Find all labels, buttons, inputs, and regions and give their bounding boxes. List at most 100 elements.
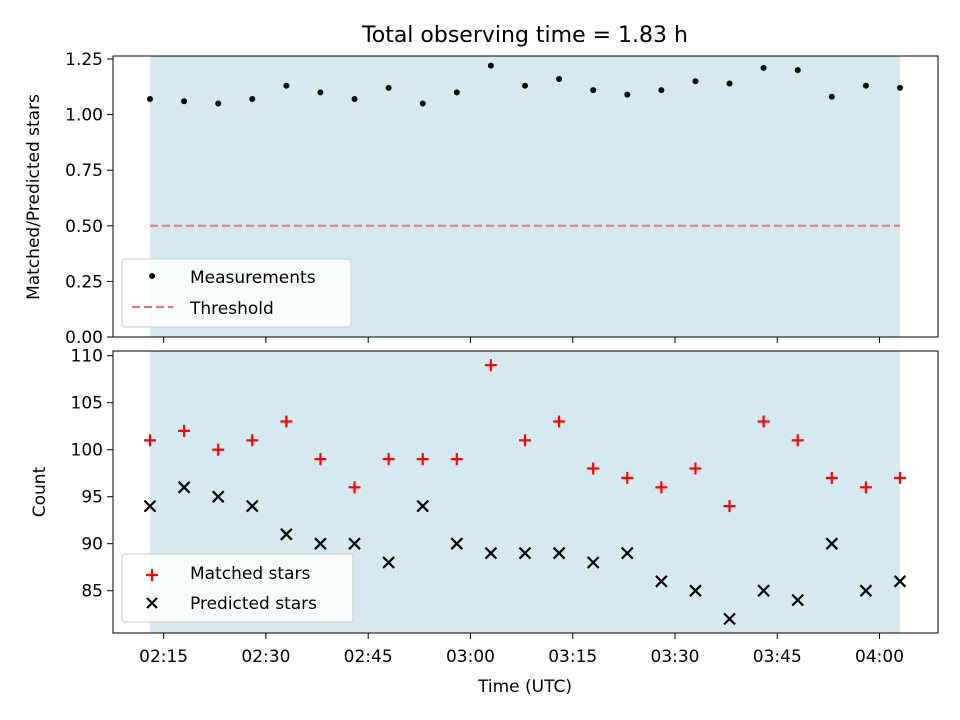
bottom-y-axis-label: Count — [30, 466, 50, 517]
predicted-star-point — [518, 546, 532, 560]
measurement-point — [760, 64, 767, 71]
measurement-point — [726, 80, 733, 87]
matched-star-point — [416, 453, 429, 466]
predicted-star-point — [348, 537, 361, 550]
measurement-point — [897, 84, 903, 91]
predicted-star-point — [450, 537, 464, 550]
measurement-point — [624, 91, 631, 98]
x-tick-label: 02:15 — [139, 647, 188, 667]
predicted-star-point — [245, 499, 259, 513]
measurement-point — [249, 96, 256, 103]
y-tick-label: 0.50 — [65, 217, 103, 237]
matched-star-point — [655, 481, 668, 494]
measurement-point — [522, 82, 528, 89]
y-tick-label: 105 — [71, 394, 103, 414]
predicted-star-point — [211, 490, 225, 503]
legend-measurements-label: Measurements — [190, 268, 316, 288]
matched-star-point — [621, 471, 634, 484]
legend-measurements-marker — [149, 273, 155, 279]
x-tick-label: 04:00 — [855, 647, 904, 667]
measurement-point — [385, 84, 392, 91]
top-axes-frame — [112, 55, 939, 338]
legend-threshold-label: Threshold — [189, 299, 274, 319]
y-tick-label: 85 — [81, 582, 103, 602]
x-tick-label: 03:00 — [446, 647, 495, 667]
matched-star-point — [178, 424, 191, 437]
measurement-point — [590, 87, 597, 94]
measurement-point — [283, 82, 290, 89]
matched-star-point — [382, 453, 395, 466]
predicted-star-point — [314, 537, 327, 550]
top-y-axis-label: Matched/Predicted stars — [24, 94, 44, 300]
matched-star-point — [757, 415, 770, 428]
predicted-star-point — [893, 575, 907, 588]
matched-star-point — [144, 434, 156, 447]
measurement-point — [862, 82, 869, 89]
top-legend: Measurements Threshold — [121, 258, 352, 328]
y-tick-label: 100 — [71, 441, 103, 461]
matched-star-point — [553, 415, 566, 428]
measurement-point — [828, 93, 835, 100]
legend-matched-label: Matched stars — [190, 564, 310, 584]
measurement-point — [215, 100, 222, 107]
y-tick-label: 110 — [71, 347, 103, 367]
y-tick-label: 90 — [81, 535, 103, 555]
x-tick-label: 03:15 — [548, 647, 597, 667]
predicted-star-point — [655, 575, 668, 588]
y-tick-label: 1.25 — [65, 50, 103, 70]
matched-star-point — [791, 434, 804, 447]
x-tick-label: 03:30 — [651, 647, 700, 667]
matched-star-point — [723, 500, 736, 513]
predicted-star-point — [859, 584, 873, 597]
matched-star-point — [859, 481, 872, 494]
top-panel: 0.00 0.25 0.50 0.75 1.00 1.25 Total observing… — [24, 23, 939, 348]
legend-predicted-marker — [146, 597, 158, 609]
predicted-star-point — [280, 528, 293, 541]
predicted-star-point — [586, 556, 600, 569]
measurement-point — [147, 96, 153, 103]
matched-star-point — [212, 443, 225, 456]
predicted-star-point — [416, 499, 430, 513]
legend-matched-marker — [146, 569, 158, 581]
measurement-point — [181, 98, 188, 105]
bottom-axes-frame — [112, 350, 939, 634]
matched-star-point — [825, 471, 838, 484]
measurement-point — [453, 89, 460, 96]
y-tick-label: 0.00 — [65, 328, 103, 348]
matched-star-point — [484, 359, 497, 372]
matched-star-point — [689, 462, 702, 475]
x-tick-label: 02:30 — [241, 647, 290, 667]
legend-predicted-label: Predicted stars — [190, 594, 317, 614]
measurement-point — [556, 76, 563, 83]
matched-star-point — [587, 462, 600, 475]
predicted-star-point — [620, 546, 634, 560]
matched-star-point — [519, 434, 531, 447]
matched-star-point — [894, 471, 906, 484]
matched-star-point — [246, 434, 259, 447]
bottom-panel: 85 90 95 100 105 110 02:15 02:30 02:45 03:00 03:1… — [30, 347, 939, 697]
y-tick-label: 0.75 — [65, 161, 103, 181]
measurement-point — [317, 89, 324, 96]
x-axis-label: Time (UTC) — [477, 677, 572, 697]
bottom-legend: Matched stars Predicted stars — [121, 553, 354, 623]
predicted-star-point — [757, 584, 770, 597]
y-tick-label: 0.25 — [65, 272, 103, 292]
matched-star-point — [348, 481, 361, 494]
predicted-star-point — [552, 546, 566, 560]
predicted-star-point — [143, 499, 157, 513]
x-tick-label: 02:45 — [344, 647, 393, 667]
y-tick-label: 95 — [81, 488, 103, 508]
measurement-point — [487, 62, 494, 69]
predicted-star-point — [177, 481, 191, 494]
predicted-star-point — [723, 612, 736, 626]
y-tick-label: 1.00 — [65, 106, 103, 126]
x-tick-label: 03:45 — [753, 647, 802, 667]
matched-star-point — [314, 453, 327, 466]
matched-star-point — [280, 415, 293, 428]
predicted-star-point — [484, 546, 498, 560]
predicted-star-point — [382, 556, 395, 569]
measurement-point — [351, 96, 358, 103]
matched-star-point — [450, 453, 463, 466]
predicted-star-point — [825, 537, 839, 550]
